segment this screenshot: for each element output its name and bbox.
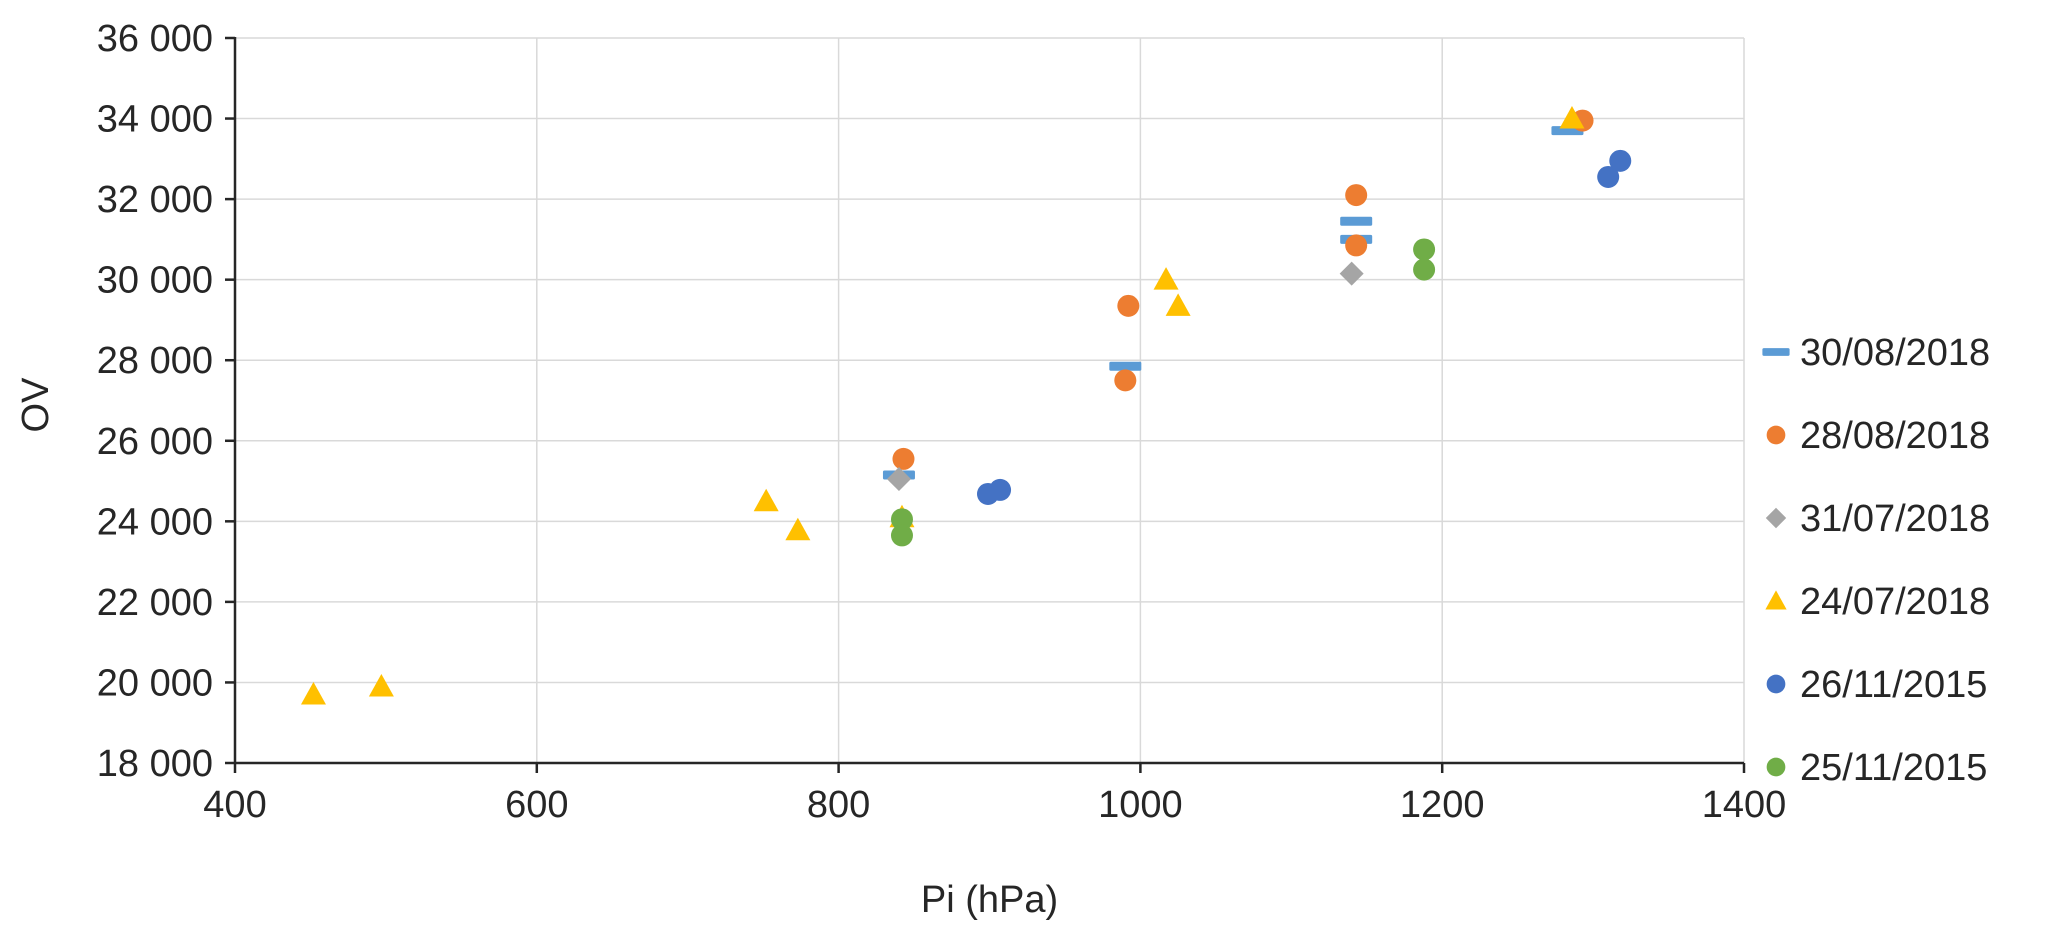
y-tick-label: 24 000 [97, 501, 213, 543]
data-point [1559, 106, 1585, 129]
data-point [1597, 165, 1620, 188]
data-point [1117, 294, 1140, 317]
y-tick-label: 34 000 [97, 99, 213, 141]
y-tick-label: 18 000 [97, 743, 213, 785]
y-tick-label: 30 000 [97, 260, 213, 302]
data-point [890, 524, 913, 547]
data-point [1339, 261, 1364, 286]
data-point [1165, 293, 1191, 316]
data-point [1413, 238, 1436, 261]
data-point [890, 508, 913, 531]
y-tick-label: 20 000 [97, 662, 213, 704]
data-point [1609, 149, 1632, 172]
data-point [1413, 258, 1436, 281]
legend-label: 24/07/2018 [1800, 581, 1990, 623]
x-tick-label: 800 [807, 784, 870, 826]
x-tick-label: 600 [505, 784, 568, 826]
y-tick-label: 28 000 [97, 340, 213, 382]
legend-label: 31/07/2018 [1800, 498, 1990, 540]
y-tick-label: 32 000 [97, 179, 213, 221]
legend-marker [1766, 425, 1786, 445]
y-axis-title: OV [15, 377, 57, 433]
data-point [1345, 234, 1368, 257]
y-tick-label: 22 000 [97, 582, 213, 624]
data-point [989, 478, 1012, 501]
data-point [1340, 216, 1373, 226]
legend-marker [1762, 348, 1790, 356]
data-point [1109, 361, 1142, 371]
x-axis-title: Pi (hPa) [920, 879, 1059, 921]
legend-marker [1765, 507, 1787, 529]
x-tick-label: 1000 [1098, 784, 1183, 826]
legend-marker [1765, 590, 1787, 610]
legend-label: 25/11/2015 [1800, 747, 1987, 789]
data-point [892, 447, 915, 470]
legend-label: 26/11/2015 [1800, 664, 1987, 706]
data-point [785, 517, 811, 541]
y-tick-label: 26 000 [97, 421, 213, 463]
data-point [1153, 267, 1179, 290]
y-tick-label: 36 000 [97, 18, 213, 60]
data-point [368, 673, 394, 697]
legend-label: 30/08/2018 [1800, 332, 1990, 374]
legend-label: 28/08/2018 [1800, 415, 1990, 457]
data-point [886, 467, 911, 492]
data-point [1114, 369, 1137, 392]
legend-marker [1766, 757, 1786, 777]
x-tick-label: 1400 [1702, 784, 1787, 826]
data-point [1345, 184, 1368, 207]
x-tick-label: 1200 [1400, 784, 1485, 826]
x-tick-label: 400 [203, 784, 266, 826]
legend-marker [1766, 674, 1786, 694]
data-point [300, 682, 326, 705]
data-point [753, 488, 779, 512]
